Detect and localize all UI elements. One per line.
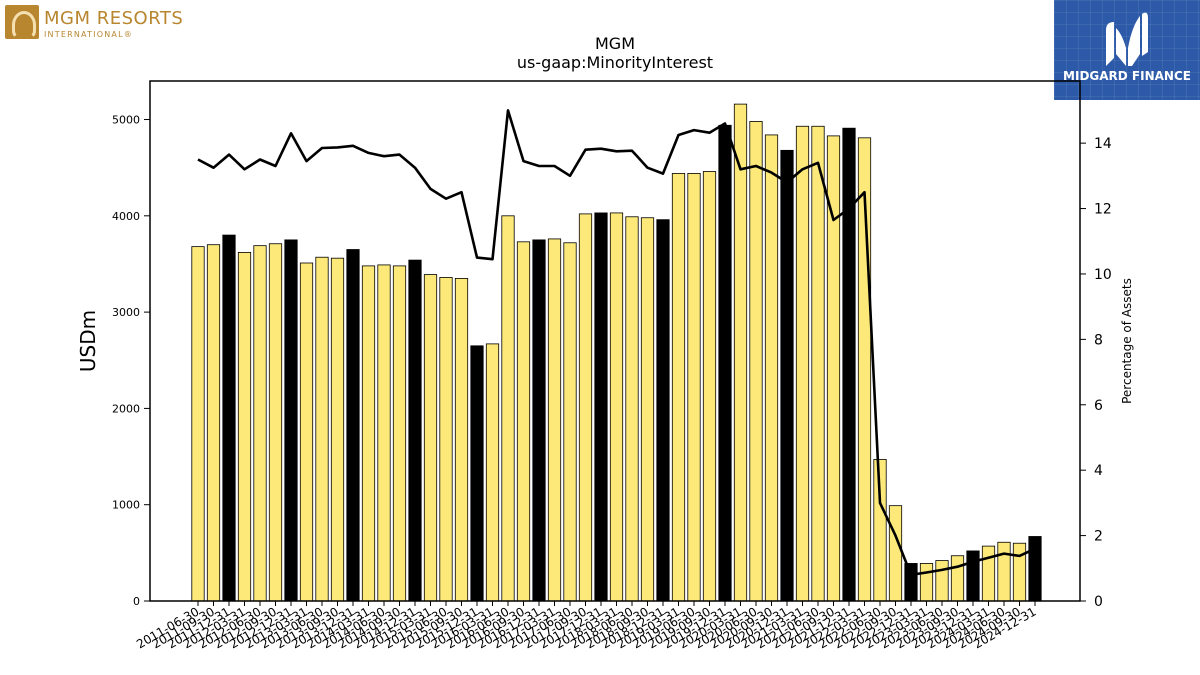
bar-2013-12-31 bbox=[346, 249, 360, 602]
bar-2019-12-31 bbox=[718, 124, 732, 602]
bar-2012-03-31 bbox=[237, 252, 252, 602]
brand-sub: INTERNATIONAL® bbox=[44, 30, 133, 39]
midgard-m-icon bbox=[1106, 12, 1148, 66]
x-axis: 2011-06-302011-09-302011-12-312012-03-31… bbox=[134, 601, 1039, 651]
y2-tick-label: 14 bbox=[1094, 136, 1112, 152]
midgard-finance-logo: MIDGARD FINANCE bbox=[1054, 0, 1200, 100]
bar-2016-03-31 bbox=[485, 343, 500, 602]
chart-subtitle: us-gaap:MinorityInterest bbox=[517, 53, 713, 72]
bar-2023-09-30 bbox=[950, 555, 965, 602]
bar-2013-06-30 bbox=[315, 256, 329, 602]
bar-2017-12-31 bbox=[594, 212, 608, 602]
bar-2018-06-30 bbox=[625, 216, 639, 602]
bar-series bbox=[191, 103, 1042, 602]
bar-2018-09-30 bbox=[640, 217, 655, 602]
bar-2024-06-30 bbox=[997, 541, 1011, 602]
y2-tick-label: 8 bbox=[1094, 332, 1103, 348]
bar-2015-06-30 bbox=[439, 277, 453, 602]
chart-title: MGM bbox=[595, 34, 635, 53]
bar-2011-12-31 bbox=[222, 234, 236, 602]
lion-head-icon bbox=[5, 5, 39, 39]
bar-2020-06-30 bbox=[749, 121, 763, 602]
bar-2024-03-31 bbox=[981, 545, 996, 602]
mgm-resorts-logo: MGM RESORTS INTERNATIONAL® bbox=[5, 5, 195, 43]
bar-2014-06-30 bbox=[377, 264, 391, 602]
y2-tick-label: 0 bbox=[1094, 594, 1103, 610]
bar-2021-12-31 bbox=[842, 127, 856, 602]
brand-name: MGM RESORTS bbox=[44, 8, 184, 29]
y2-tick-label: 6 bbox=[1094, 398, 1103, 414]
y-tick-label: 5000 bbox=[112, 114, 140, 127]
bar-2023-03-31 bbox=[919, 563, 934, 602]
y2-tick-label: 10 bbox=[1094, 267, 1112, 283]
plot-frame bbox=[149, 80, 1081, 602]
y-axis-left: 0 1000 2000 3000 4000 5000 bbox=[112, 114, 150, 608]
y-axis-label: USDm bbox=[76, 310, 100, 372]
y-tick-label: 4000 bbox=[112, 210, 140, 223]
bar-2018-03-31 bbox=[609, 212, 624, 602]
bar-2012-09-30 bbox=[268, 243, 283, 602]
bar-2013-03-31 bbox=[299, 262, 314, 602]
bar-2016-06-30 bbox=[501, 215, 515, 602]
bar-2022-12-31 bbox=[904, 563, 918, 602]
bar-2011-06-30 bbox=[191, 246, 205, 602]
bar-2020-12-31 bbox=[780, 149, 794, 602]
bar-2023-12-31 bbox=[966, 550, 980, 602]
bar-2015-09-30 bbox=[454, 278, 469, 602]
brand-right-name: MIDGARD FINANCE bbox=[1063, 69, 1191, 83]
bar-2011-09-30 bbox=[206, 244, 221, 602]
y2-axis-label: Percentage of Assets bbox=[1120, 278, 1134, 404]
y2-tick-label: 12 bbox=[1094, 202, 1112, 218]
bar-2020-03-31 bbox=[733, 103, 748, 602]
bar-2021-03-31 bbox=[795, 125, 810, 602]
bar-2012-06-30 bbox=[253, 245, 267, 602]
bar-2015-12-31 bbox=[470, 345, 484, 602]
y-axis-right: 0 2 4 6 8 10 12 14 bbox=[1080, 136, 1112, 610]
bar-2022-09-30 bbox=[888, 505, 903, 602]
y-tick-label: 3000 bbox=[112, 306, 140, 319]
bar-2019-09-30 bbox=[702, 171, 717, 602]
bar-2015-03-31 bbox=[423, 274, 438, 602]
bar-2019-06-30 bbox=[687, 173, 701, 602]
bar-2021-06-30 bbox=[811, 125, 825, 602]
bar-2019-03-31 bbox=[671, 173, 686, 602]
bar-2014-09-30 bbox=[392, 265, 407, 602]
bar-2014-12-31 bbox=[408, 259, 422, 602]
line-series bbox=[197, 109, 1036, 577]
bar-2017-03-31 bbox=[547, 238, 562, 602]
bar-2024-09-30 bbox=[1012, 542, 1027, 602]
bar-2014-03-31 bbox=[361, 265, 376, 602]
bar-2016-09-30 bbox=[516, 241, 531, 602]
bar-2023-06-30 bbox=[935, 560, 949, 602]
y-tick-label: 1000 bbox=[112, 499, 140, 512]
bar-2013-09-30 bbox=[330, 257, 345, 602]
y2-tick-label: 4 bbox=[1094, 463, 1103, 479]
bar-2020-09-30 bbox=[764, 134, 779, 602]
bar-2017-09-30 bbox=[578, 213, 593, 602]
y-tick-label: 0 bbox=[133, 595, 140, 608]
y-tick-label: 2000 bbox=[112, 402, 140, 415]
bar-2012-12-31 bbox=[284, 239, 298, 602]
bar-2024-12-31 bbox=[1028, 536, 1042, 602]
bar-2017-06-30 bbox=[563, 242, 577, 602]
percentage-line bbox=[197, 109, 1036, 577]
bar-2016-12-31 bbox=[532, 239, 546, 602]
y2-tick-label: 2 bbox=[1094, 529, 1103, 545]
bar-2018-12-31 bbox=[656, 219, 670, 602]
